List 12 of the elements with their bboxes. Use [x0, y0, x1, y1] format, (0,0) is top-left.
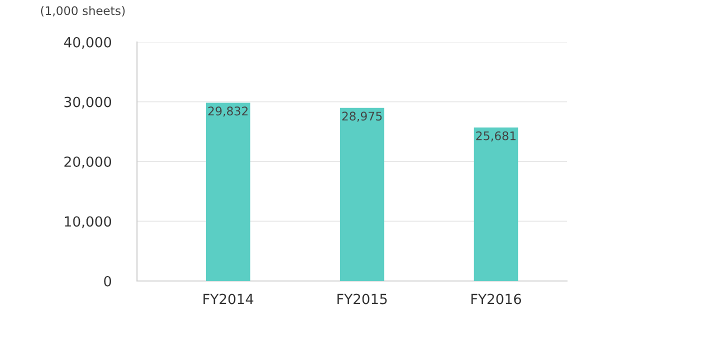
data-label: 25,681: [476, 131, 516, 142]
x-tick-label: FY2014: [204, 294, 254, 304]
x-tick-label: FY2015: [338, 294, 387, 304]
data-label: 28,975: [342, 112, 382, 122]
y-tick-label: 0: [104, 276, 112, 286]
x-tick-label: FY2016: [471, 294, 522, 304]
y-tick-label: 30,000: [64, 96, 112, 109]
y-tick-label: 10,000: [64, 216, 112, 228]
y-tick-label: 20,000: [64, 156, 112, 168]
data-label: 29,832: [208, 106, 248, 117]
y-tick-label: 40,000: [64, 36, 112, 49]
y-axis-title: (1,000 sheets): [41, 6, 125, 17]
